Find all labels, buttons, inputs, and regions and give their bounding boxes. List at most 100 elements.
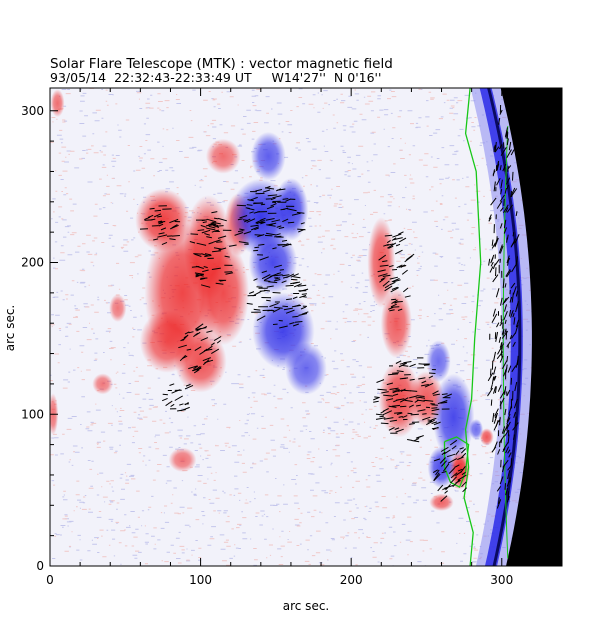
field-vector (373, 400, 379, 403)
field-vector (206, 218, 217, 223)
field-vector (512, 313, 515, 318)
y-axis: 0 100 200 300 (21, 104, 562, 573)
field-vector (158, 221, 164, 225)
positive-polarity-region (168, 447, 197, 472)
field-vector (386, 239, 391, 244)
field-vector (494, 408, 499, 417)
field-vector (296, 211, 305, 214)
field-vector (506, 341, 511, 348)
field-vector (189, 241, 196, 244)
field-vector (492, 274, 499, 283)
field-vector (431, 404, 438, 406)
field-vector (502, 163, 507, 172)
field-vector (502, 448, 506, 453)
field-vector (494, 258, 500, 266)
field-vector (184, 401, 189, 406)
limb-core-band (487, 88, 522, 566)
field-vector (285, 309, 295, 314)
field-vector (191, 368, 197, 372)
field-vector (387, 242, 397, 249)
field-vector (382, 280, 390, 287)
field-vector (492, 263, 496, 270)
field-vector (204, 348, 213, 352)
field-vector (439, 457, 446, 464)
field-vector (282, 274, 290, 277)
field-vector (513, 317, 516, 325)
field-vector (498, 244, 503, 254)
field-vector (491, 239, 494, 246)
field-vector (293, 276, 301, 279)
field-vector (174, 395, 183, 401)
field-vector (515, 260, 518, 265)
field-vector (509, 335, 513, 340)
field-vector (418, 377, 426, 380)
field-vector (396, 412, 403, 415)
field-vector (257, 234, 265, 238)
field-vector (512, 341, 516, 347)
field-vector (409, 363, 416, 368)
positive-polarity-region (139, 310, 196, 373)
field-vector (144, 216, 151, 221)
field-vector (384, 285, 393, 292)
field-vector (395, 428, 404, 433)
field-vector (171, 389, 181, 394)
field-vector (437, 484, 444, 492)
field-vector (409, 423, 415, 425)
field-vector (506, 421, 511, 430)
field-vector (225, 272, 234, 275)
field-vector (186, 348, 192, 351)
field-vector (505, 177, 511, 185)
field-vector (457, 474, 467, 481)
field-vector (498, 117, 501, 125)
field-vector (200, 284, 211, 288)
field-vector (195, 275, 200, 278)
field-vector (282, 198, 289, 200)
field-vector (490, 384, 493, 390)
negative-polarity-region (251, 131, 286, 181)
field-vector (286, 208, 297, 212)
field-vector (170, 403, 175, 408)
field-vector (184, 331, 190, 335)
field-vector (460, 448, 467, 454)
field-vector (389, 387, 399, 390)
field-vector (394, 390, 402, 392)
field-vector (499, 322, 503, 327)
field-vector (276, 225, 282, 228)
field-vector (246, 204, 253, 206)
field-vector (515, 319, 520, 328)
field-vector (193, 365, 199, 370)
field-vector (272, 247, 277, 250)
field-vector (379, 278, 385, 283)
field-vector (487, 387, 494, 397)
field-vector (490, 261, 494, 267)
field-vector (165, 400, 173, 407)
neutral-loop (443, 436, 470, 489)
field-vector (401, 269, 408, 275)
field-vector (196, 327, 207, 330)
field-vector (169, 383, 175, 386)
field-vector (504, 304, 507, 312)
field-vector (515, 416, 517, 427)
field-vector (444, 484, 454, 489)
y-axis-label: arc sec. (3, 305, 17, 351)
field-vector (286, 273, 295, 279)
field-vector (496, 499, 502, 509)
field-vector (282, 243, 292, 248)
field-vector (249, 196, 258, 201)
field-vector (265, 187, 275, 190)
field-vector (457, 468, 463, 472)
field-vector (375, 413, 384, 416)
field-vector (289, 322, 295, 325)
field-vector (394, 427, 400, 430)
field-vector (499, 476, 504, 485)
field-vector (427, 420, 433, 423)
field-vector (256, 286, 263, 288)
field-vector (298, 313, 308, 316)
field-vector (506, 132, 509, 139)
field-vector (398, 362, 408, 368)
field-vector (504, 328, 507, 334)
field-vector (502, 442, 509, 451)
field-vector (432, 469, 439, 474)
field-vector (499, 416, 501, 426)
field-vector (216, 241, 223, 243)
